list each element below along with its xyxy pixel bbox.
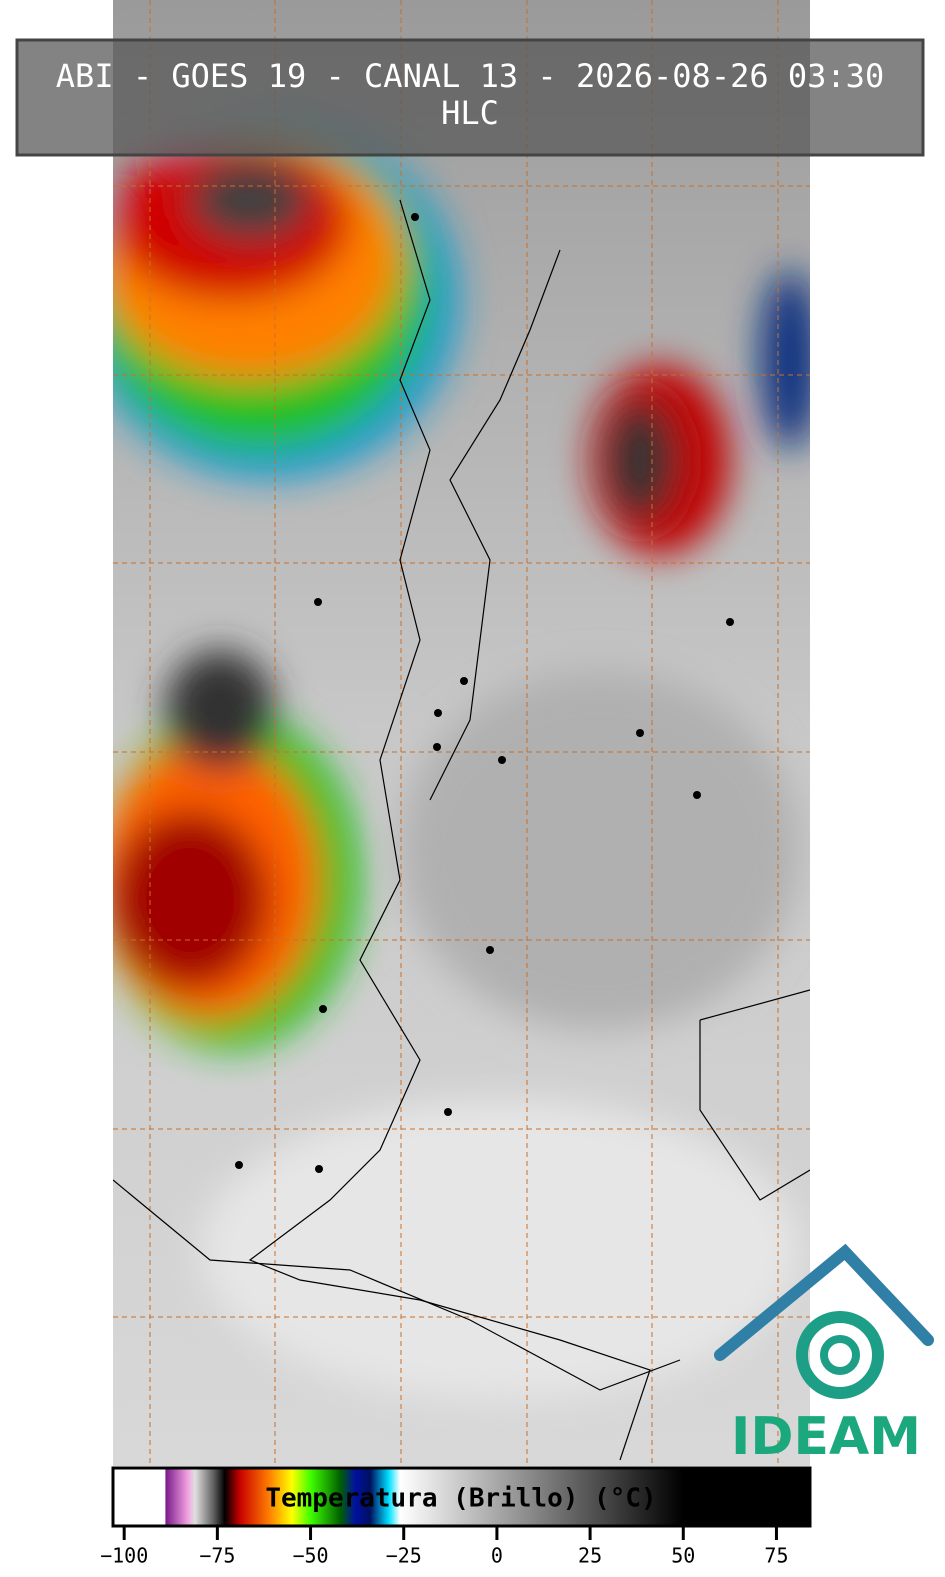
tick-label: −50 <box>292 1544 328 1568</box>
tick-label: −75 <box>199 1544 235 1568</box>
colorbar: Temperatura (Brillo) (°C) −100 −75 −50 −25 0 2… <box>100 1466 812 1568</box>
tick-label: 0 <box>491 1544 503 1568</box>
tick-label: 75 <box>764 1544 788 1568</box>
tick-label: 50 <box>671 1544 695 1568</box>
tick-label: −100 <box>100 1544 148 1568</box>
satellite-image <box>113 0 810 1466</box>
title-box <box>15 38 925 157</box>
tick-label: 25 <box>578 1544 602 1568</box>
subtitle: HLC <box>441 94 499 132</box>
logo-text: IDEAM <box>731 1407 921 1467</box>
colorbar-fill <box>111 1466 812 1528</box>
tick-label: −25 <box>386 1544 422 1568</box>
logo: IDEAM <box>714 1243 934 1467</box>
title: ABI - GOES 19 - CANAL 13 - 2026-08-26 03… <box>56 57 884 95</box>
colorbar-label: Temperatura (Brillo) (°C) <box>265 1484 656 1514</box>
